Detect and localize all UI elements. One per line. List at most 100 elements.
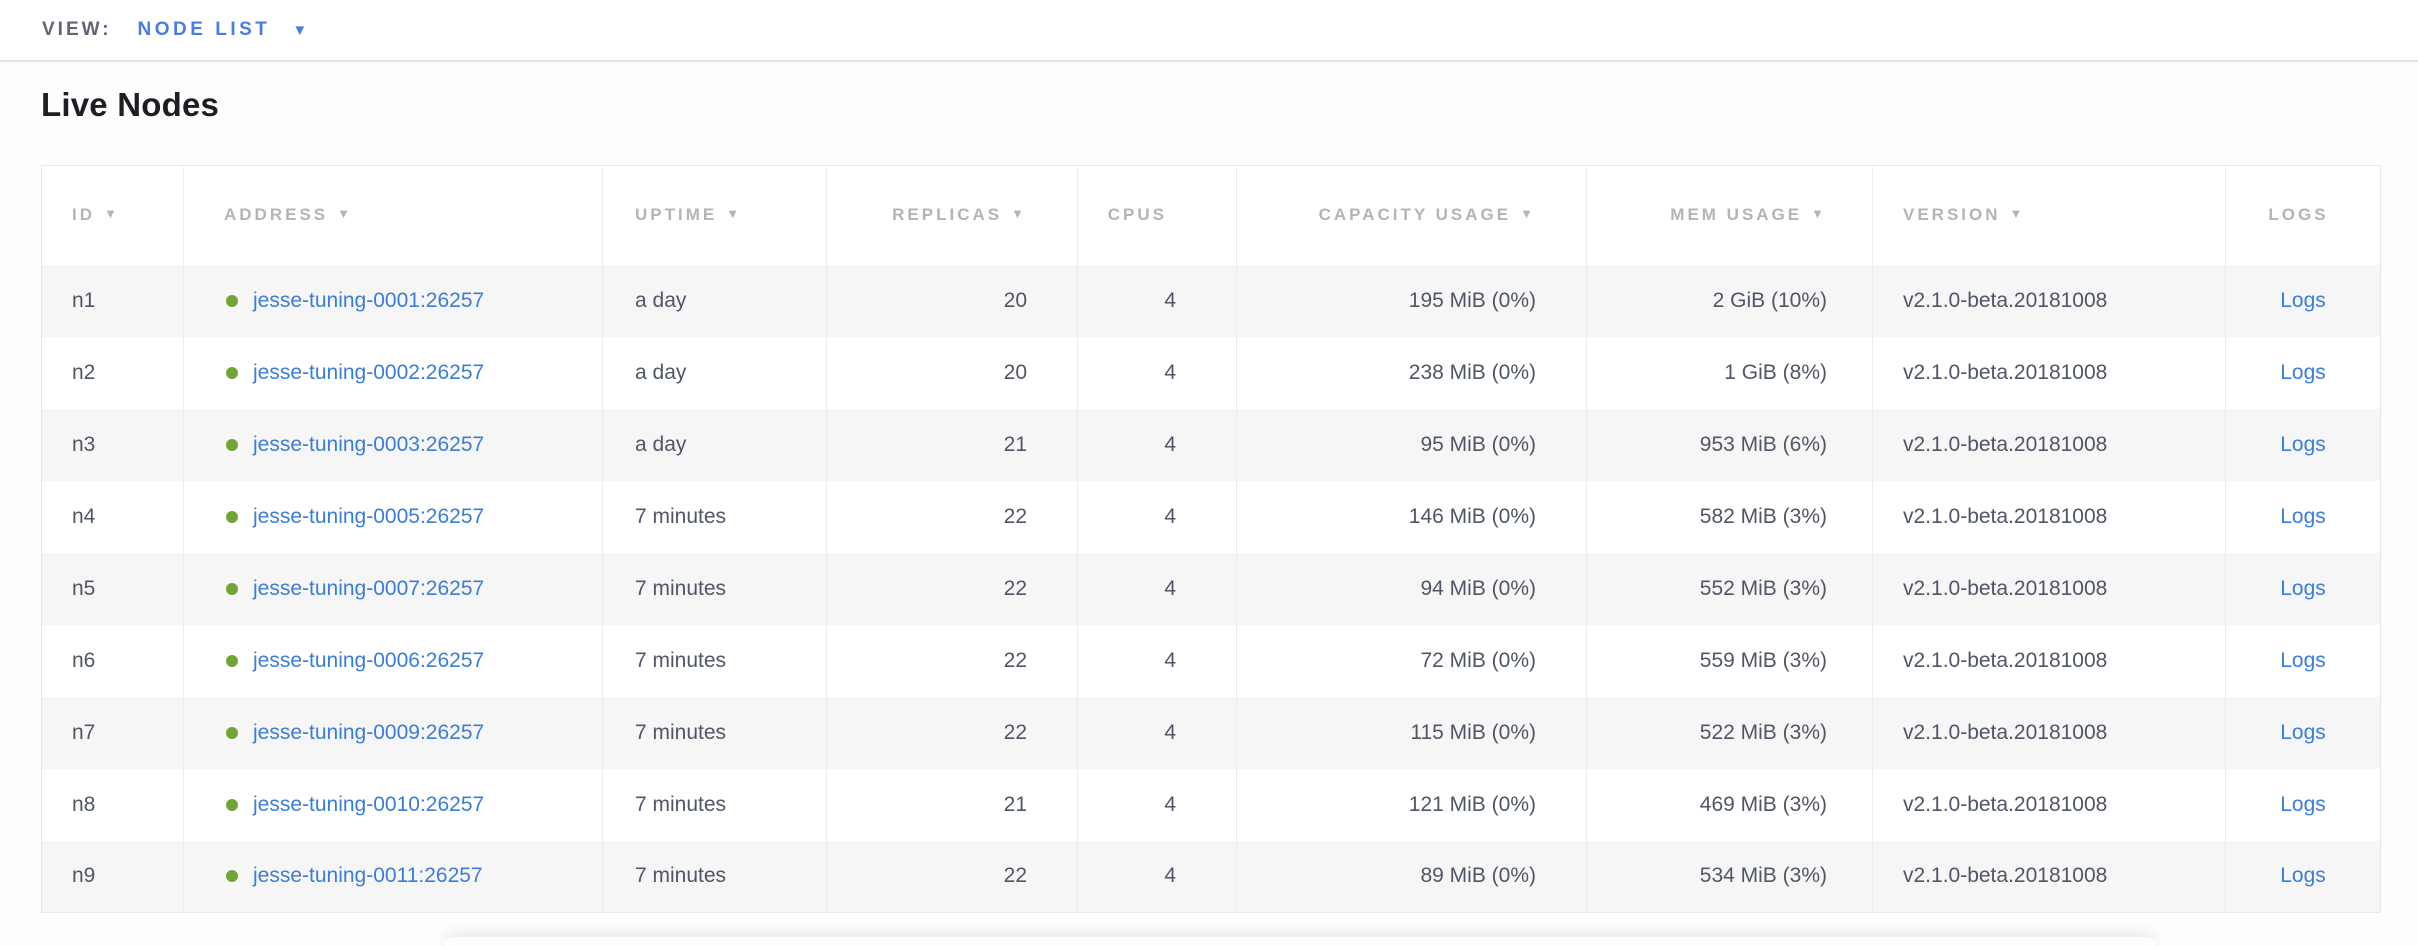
sort-desc-icon[interactable]: ▼ xyxy=(2009,206,2026,222)
sort-desc-icon[interactable]: ▼ xyxy=(337,206,353,222)
column-header-id[interactable]: ID ▼ xyxy=(41,165,184,265)
column-header-uptime[interactable]: UPTIME ▼ xyxy=(602,165,827,265)
node-capacity-usage-cell: 95 MiB (0%) xyxy=(1236,408,1587,481)
node-id-cell: n4 xyxy=(41,480,184,553)
page-title: Live Nodes xyxy=(41,86,220,123)
node-mem-usage-cell: 552 MiB (3%) xyxy=(1586,552,1873,625)
node-id-cell: n8 xyxy=(41,768,184,841)
node-row-n4: n4 jesse-tuning-0005:26257 7 minutes 22 4 146… xyxy=(41,480,2381,553)
node-id-cell: n5 xyxy=(41,552,184,625)
node-uptime-cell: a day xyxy=(602,336,827,409)
node-capacity-usage-cell: 146 MiB (0%) xyxy=(1236,480,1587,553)
node-logs-cell: Logs xyxy=(2225,336,2381,409)
chevron-down-icon[interactable]: ▼ xyxy=(292,21,308,39)
node-address-cell: jesse-tuning-0007:26257 xyxy=(183,552,603,625)
node-mem-usage-cell: 1 GiB (8%) xyxy=(1586,336,1873,409)
node-address-link[interactable]: jesse-tuning-0009:26257 xyxy=(253,720,485,744)
node-uptime-cell: 7 minutes xyxy=(602,552,827,625)
node-cpus-cell: 4 xyxy=(1077,336,1237,409)
view-dropdown[interactable]: NODE LIST xyxy=(137,19,271,40)
node-version-cell: v2.1.0-beta.20181008 xyxy=(1872,264,2226,337)
column-header-replicas[interactable]: REPLICAS ▼ xyxy=(826,165,1078,265)
node-mem-usage-cell: 522 MiB (3%) xyxy=(1586,696,1873,769)
node-address-link[interactable]: jesse-tuning-0001:26257 xyxy=(253,288,485,312)
node-version-cell: v2.1.0-beta.20181008 xyxy=(1872,480,2226,553)
node-id-cell: n6 xyxy=(41,624,184,697)
column-header-mem-usage[interactable]: MEM USAGE ▼ xyxy=(1586,165,1873,265)
node-address-cell: jesse-tuning-0006:26257 xyxy=(183,624,603,697)
node-id-cell: n1 xyxy=(41,264,184,337)
sort-desc-icon[interactable]: ▼ xyxy=(1811,206,1827,222)
node-cpus-cell: 4 xyxy=(1077,840,1237,913)
sort-desc-icon[interactable]: ▼ xyxy=(726,206,743,222)
node-logs-link[interactable]: Logs xyxy=(2280,720,2326,744)
node-address-link[interactable]: jesse-tuning-0007:26257 xyxy=(253,576,485,600)
column-header-address[interactable]: ADDRESS ▼ xyxy=(183,165,603,265)
node-logs-link[interactable]: Logs xyxy=(2280,432,2326,456)
node-mem-usage-cell: 559 MiB (3%) xyxy=(1586,624,1873,697)
node-replicas-cell: 21 xyxy=(826,408,1078,481)
column-header-capacity-usage[interactable]: CAPACITY USAGE ▼ xyxy=(1236,165,1587,265)
node-live-status-icon xyxy=(226,510,238,523)
node-capacity-usage-cell: 89 MiB (0%) xyxy=(1236,840,1587,913)
node-cpus-cell: 4 xyxy=(1077,480,1237,553)
column-header-version[interactable]: VERSION ▼ xyxy=(1872,165,2226,265)
node-logs-link[interactable]: Logs xyxy=(2280,864,2326,888)
node-live-status-icon xyxy=(226,870,238,883)
sort-desc-icon[interactable]: ▼ xyxy=(1011,206,1027,222)
node-live-status-icon xyxy=(226,438,238,451)
node-id-cell: n7 xyxy=(41,696,184,769)
node-uptime-cell: 7 minutes xyxy=(602,840,827,913)
sort-desc-icon[interactable]: ▼ xyxy=(1520,206,1536,222)
node-logs-cell: Logs xyxy=(2225,480,2381,553)
node-uptime-cell: 7 minutes xyxy=(602,696,827,769)
node-cpus-cell: 4 xyxy=(1077,552,1237,625)
node-logs-link[interactable]: Logs xyxy=(2280,792,2326,816)
node-logs-link[interactable]: Logs xyxy=(2280,360,2326,384)
node-mem-usage-cell: 2 GiB (10%) xyxy=(1586,264,1873,337)
node-address-link[interactable]: jesse-tuning-0011:26257 xyxy=(253,864,483,888)
node-uptime-cell: a day xyxy=(602,408,827,481)
node-cpus-cell: 4 xyxy=(1077,408,1237,481)
node-live-status-icon xyxy=(226,798,238,811)
column-header-cpus[interactable]: CPUS xyxy=(1077,165,1237,265)
column-header-logs: LOGS xyxy=(2225,165,2381,265)
node-row-n7: n7 jesse-tuning-0009:26257 7 minutes 22 4 115… xyxy=(41,696,2381,769)
node-logs-link[interactable]: Logs xyxy=(2280,504,2326,528)
nodes-table-container: ID ▼ ADDRESS ▼ UPTIME ▼ REPLICAS ▼ CPUS xyxy=(41,165,2381,913)
node-version-cell: v2.1.0-beta.20181008 xyxy=(1872,768,2226,841)
node-replicas-cell: 22 xyxy=(826,696,1078,769)
node-capacity-usage-cell: 121 MiB (0%) xyxy=(1236,768,1587,841)
view-selector-bar: VIEW: NODE LIST ▼ xyxy=(0,0,2418,62)
node-live-status-icon xyxy=(226,654,238,667)
node-live-status-icon xyxy=(226,582,238,595)
node-address-link[interactable]: jesse-tuning-0002:26257 xyxy=(253,360,485,384)
node-address-link[interactable]: jesse-tuning-0006:26257 xyxy=(253,648,485,672)
node-address-link[interactable]: jesse-tuning-0003:26257 xyxy=(253,432,485,456)
node-replicas-cell: 22 xyxy=(826,552,1078,625)
node-logs-cell: Logs xyxy=(2225,624,2381,697)
sort-desc-icon[interactable]: ▼ xyxy=(104,206,120,222)
node-row-n8: n8 jesse-tuning-0010:26257 7 minutes 21 4 121… xyxy=(41,768,2381,841)
node-logs-link[interactable]: Logs xyxy=(2280,576,2326,600)
node-logs-cell: Logs xyxy=(2225,840,2381,913)
node-capacity-usage-cell: 115 MiB (0%) xyxy=(1236,696,1587,769)
node-address-cell: jesse-tuning-0011:26257 xyxy=(183,840,603,913)
node-address-link[interactable]: jesse-tuning-0005:26257 xyxy=(253,504,485,528)
node-live-status-icon xyxy=(226,294,238,307)
node-address-cell: jesse-tuning-0009:26257 xyxy=(183,696,603,769)
node-address-cell: jesse-tuning-0002:26257 xyxy=(183,336,603,409)
node-id-cell: n2 xyxy=(41,336,184,409)
node-uptime-cell: 7 minutes xyxy=(602,768,827,841)
node-logs-link[interactable]: Logs xyxy=(2280,648,2326,672)
node-row-n5: n5 jesse-tuning-0007:26257 7 minutes 22 4 94 … xyxy=(41,552,2381,625)
node-row-n2: n2 jesse-tuning-0002:26257 a day 20 4 238 MiB… xyxy=(41,336,2381,409)
node-logs-link[interactable]: Logs xyxy=(2280,288,2326,312)
node-cpus-cell: 4 xyxy=(1077,696,1237,769)
node-address-link[interactable]: jesse-tuning-0010:26257 xyxy=(253,792,485,816)
node-id-cell: n9 xyxy=(41,840,184,913)
node-logs-cell: Logs xyxy=(2225,264,2381,337)
node-row-n3: n3 jesse-tuning-0003:26257 a day 21 4 95 MiB … xyxy=(41,408,2381,481)
node-replicas-cell: 20 xyxy=(826,264,1078,337)
node-logs-cell: Logs xyxy=(2225,552,2381,625)
